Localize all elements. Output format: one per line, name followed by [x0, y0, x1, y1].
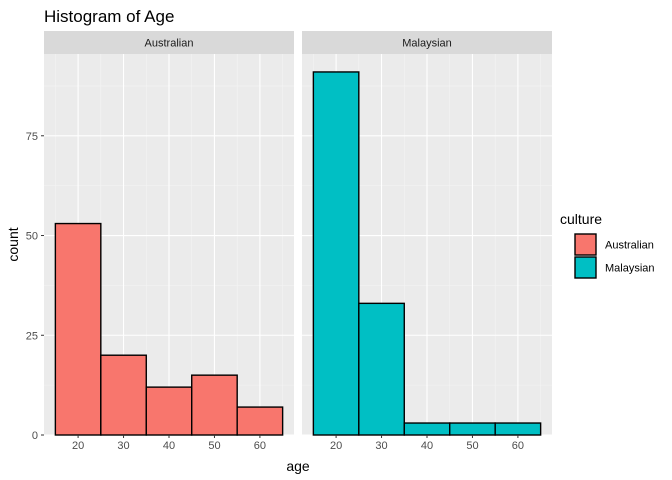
- legend-title: culture: [560, 211, 602, 227]
- x-tick-label: 20: [330, 440, 342, 452]
- y-tick-label: 25: [26, 330, 38, 342]
- histogram-bar: [54, 222, 102, 436]
- x-tick-label: 20: [72, 440, 84, 452]
- bars-malaysian: [312, 71, 542, 436]
- x-tick-label: 50: [466, 440, 478, 452]
- legend-key-australian: [574, 233, 597, 256]
- x-tick-label: 60: [512, 440, 524, 452]
- legend-label-malaysian: Malaysian: [605, 263, 655, 275]
- x-tick-label: 30: [375, 440, 387, 452]
- histogram-bar: [100, 354, 147, 436]
- x-axis-malaysian: 20 30 40 50 60: [330, 435, 524, 452]
- histogram-bar: [191, 374, 238, 436]
- y-tick-label: 50: [26, 231, 38, 243]
- strip-australian: [44, 31, 294, 54]
- histogram-bar: [403, 422, 451, 436]
- x-axis-title: age: [286, 458, 310, 474]
- x-tick-label: 60: [254, 440, 266, 452]
- facet-australian: Australian: [44, 31, 294, 436]
- x-axis-australian: 20 30 40 50 60: [72, 435, 266, 452]
- y-axis-title: count: [5, 227, 21, 261]
- legend-key-malaysian: [574, 256, 597, 279]
- histogram-bar: [494, 422, 542, 436]
- y-tick-label: 75: [26, 131, 38, 143]
- strip-label-malaysian: Malaysian: [402, 38, 452, 50]
- x-tick-label: 50: [208, 440, 220, 452]
- legend: culture Australian Malaysian: [560, 211, 655, 279]
- histogram-bar: [145, 386, 193, 436]
- y-tick-label: 0: [32, 430, 38, 442]
- strip-label-australian: Australian: [145, 38, 194, 50]
- x-tick-label: 40: [421, 440, 433, 452]
- histogram-bar: [358, 302, 405, 436]
- legend-label-australian: Australian: [605, 240, 654, 252]
- facet-malaysian: Malaysian: [302, 31, 552, 436]
- y-axis: 0 25 50 75: [26, 131, 44, 442]
- histogram-bar: [312, 71, 360, 436]
- strip-malaysian: [302, 31, 552, 54]
- x-tick-label: 40: [163, 440, 175, 452]
- bars-australian: [54, 222, 284, 436]
- chart-title: Histogram of Age: [44, 7, 174, 26]
- histogram-bar: [236, 406, 284, 436]
- x-tick-label: 30: [117, 440, 129, 452]
- histogram-bar: [449, 422, 496, 436]
